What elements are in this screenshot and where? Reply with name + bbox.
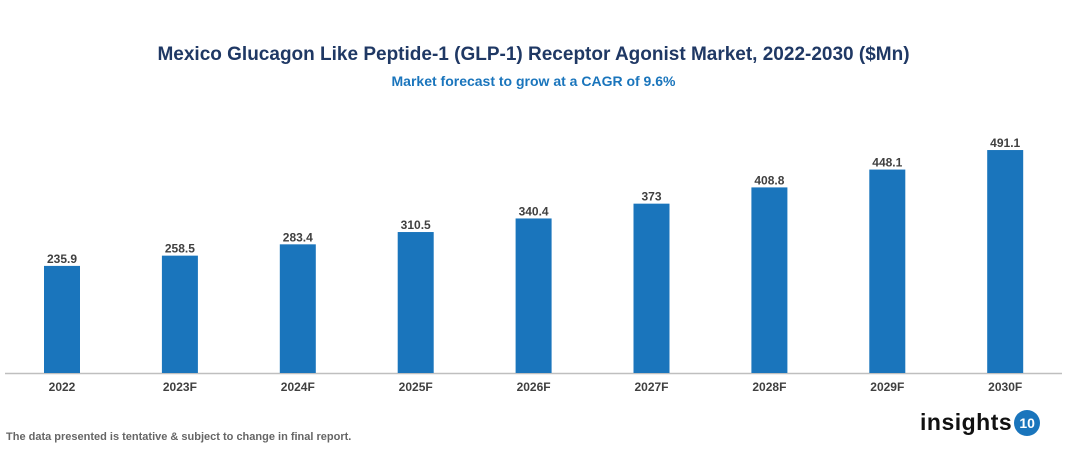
x-tick-label: 2023F <box>163 380 197 394</box>
data-label: 340.4 <box>519 204 549 218</box>
x-tick-label: 2027F <box>634 380 668 394</box>
bar-2025F <box>397 232 434 373</box>
chart-subtitle: Market forecast to grow at a CAGR of 9.6… <box>391 73 676 89</box>
data-label: 235.9 <box>47 252 77 266</box>
bar-2024F <box>279 244 316 373</box>
bar-2029F <box>869 169 906 373</box>
x-tick-label: 2026F <box>517 380 551 394</box>
bar-2027F <box>633 203 670 373</box>
data-label: 310.5 <box>401 218 431 232</box>
data-label: 258.5 <box>165 242 195 256</box>
bar-2022 <box>44 265 80 373</box>
x-tick-label: 2030F <box>988 380 1022 394</box>
data-label: 408.8 <box>754 173 784 187</box>
data-label: 283.4 <box>283 230 313 244</box>
insights10-logo: insights 10 <box>920 409 1041 436</box>
chart-title: Mexico Glucagon Like Peptide-1 (GLP-1) R… <box>157 44 910 65</box>
x-tick-label: 2024F <box>281 380 315 394</box>
logo-badge: 10 <box>1014 409 1041 436</box>
data-label: 448.1 <box>872 156 902 170</box>
disclaimer-text: The data presented is tentative & subjec… <box>6 431 352 443</box>
bar-2023F <box>161 255 198 373</box>
bar-2030F <box>987 150 1024 373</box>
x-tick-label: 2022 <box>49 380 76 394</box>
x-tick-label: 2028F <box>752 380 786 394</box>
x-tick-label: 2029F <box>870 380 904 394</box>
data-label: 491.1 <box>990 136 1020 150</box>
data-label: 373 <box>641 190 661 204</box>
logo-text: insights <box>920 409 1013 435</box>
x-tick-label: 2025F <box>399 380 433 394</box>
bar-2026F <box>515 218 552 373</box>
bar-2028F <box>751 187 788 373</box>
